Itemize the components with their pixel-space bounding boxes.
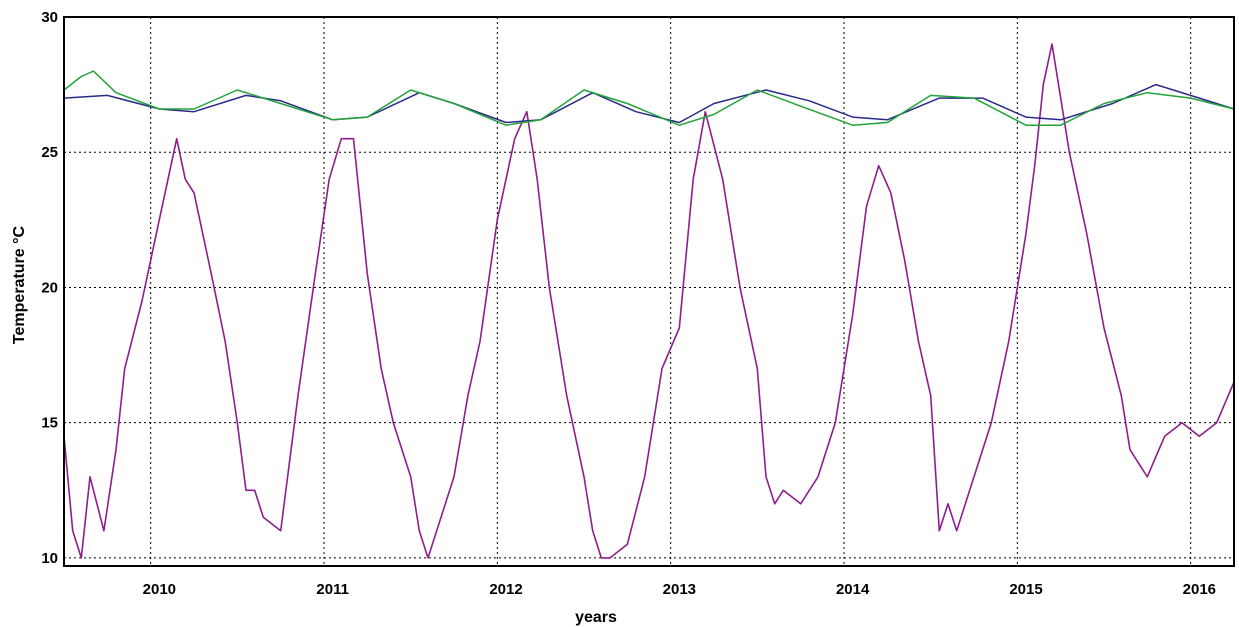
- y-tick-label-15: 15: [41, 415, 58, 432]
- grid-lines: [64, 17, 1234, 566]
- x-axis-label: years: [575, 609, 617, 626]
- x-tick-label-2016: 2016: [1183, 581, 1216, 598]
- y-tick-label-25: 25: [41, 144, 58, 161]
- x-tick-labels: 2010 2011 2012 2013 2014 2015 2016: [143, 581, 1216, 598]
- y-tick-label-30: 30: [41, 9, 58, 26]
- series-lines: [63, 43, 1235, 559]
- y-tick-label-20: 20: [41, 279, 58, 296]
- x-tick-label-2014: 2014: [836, 581, 870, 598]
- y-tick-labels: 10 15 20 25 30: [41, 9, 58, 567]
- series-line-1: [63, 43, 1235, 559]
- x-tick-label-2013: 2013: [663, 581, 696, 598]
- x-tick-label-2011: 2011: [316, 581, 349, 598]
- x-tick-label-2015: 2015: [1009, 581, 1042, 598]
- y-axis-label: Temperature °C: [11, 225, 28, 344]
- series-line-3: [63, 70, 1235, 126]
- y-tick-label-10: 10: [41, 550, 58, 567]
- plot-frame: [63, 16, 1235, 567]
- x-tick-label-2010: 2010: [143, 581, 176, 598]
- x-tick-label-2012: 2012: [489, 581, 522, 598]
